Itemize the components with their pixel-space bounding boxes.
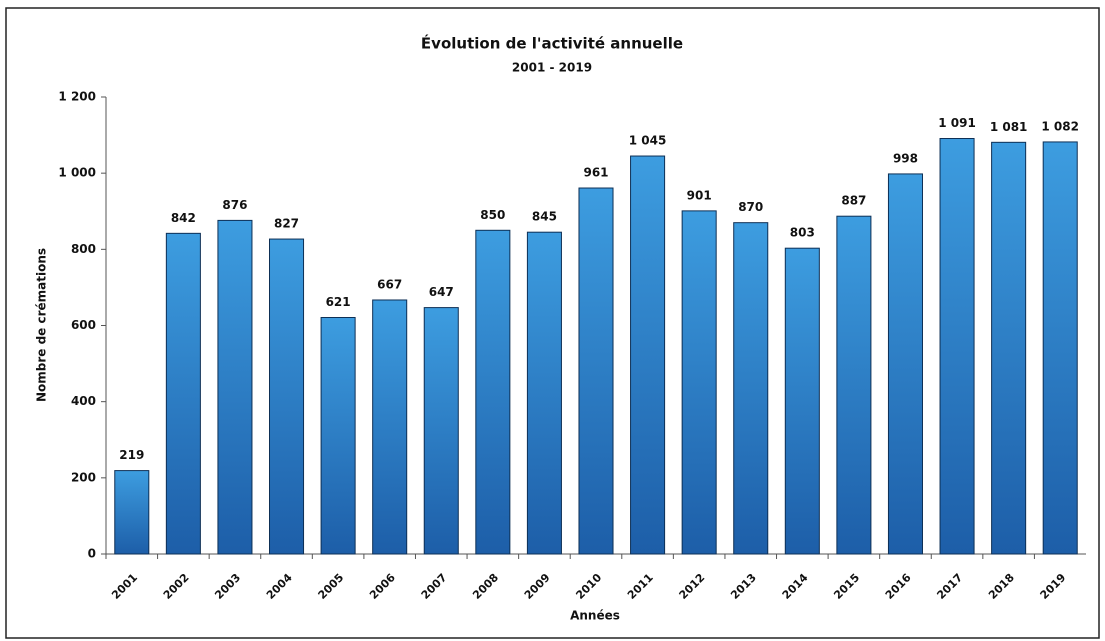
value-label: 998 — [893, 151, 918, 165]
bar — [114, 470, 150, 555]
bar — [887, 173, 923, 555]
x-tick-label: 2015 — [831, 571, 862, 602]
bar — [991, 141, 1027, 555]
bar — [165, 232, 201, 555]
x-tick-label: 2016 — [883, 571, 914, 602]
value-label: 842 — [171, 211, 196, 225]
value-label: 901 — [687, 188, 712, 202]
y-tick-label: 0 — [88, 547, 96, 561]
chart-subtitle: 2001 - 2019 — [512, 61, 592, 75]
y-tick-label: 600 — [71, 318, 96, 332]
x-tick-label: 2001 — [109, 571, 140, 602]
y-axis-label: Nombre de crémations — [35, 248, 49, 402]
y-tick-label: 1 000 — [58, 166, 96, 180]
value-label: 1 091 — [938, 116, 976, 130]
bar — [269, 238, 305, 555]
bar — [836, 215, 872, 555]
value-label: 621 — [326, 295, 351, 309]
bar — [320, 317, 356, 555]
x-tick-label: 2004 — [264, 571, 295, 602]
x-tick-label: 2007 — [419, 571, 450, 602]
x-tick-label: 2018 — [986, 571, 1017, 602]
value-label: 845 — [532, 210, 557, 224]
bar — [475, 229, 511, 555]
bar — [784, 247, 820, 555]
x-tick-label: 2014 — [780, 571, 811, 602]
bar — [372, 299, 408, 555]
value-label: 850 — [480, 208, 505, 222]
value-label: 827 — [274, 217, 299, 231]
x-tick-label: 2012 — [677, 571, 708, 602]
value-label: 803 — [790, 226, 815, 240]
x-tick-label: 2010 — [573, 571, 604, 602]
x-axis-label: Années — [570, 609, 620, 623]
x-tick-label: 2017 — [934, 571, 965, 602]
value-label: 1 081 — [990, 120, 1028, 134]
x-tick-label: 2002 — [161, 571, 192, 602]
value-label: 667 — [377, 277, 402, 291]
value-label: 876 — [222, 198, 247, 212]
x-tick-label: 2009 — [522, 571, 553, 602]
x-tick-label: 2003 — [212, 571, 243, 602]
bar — [733, 222, 769, 555]
bar — [578, 187, 614, 555]
x-tick-label: 2006 — [367, 571, 398, 602]
y-tick-label: 200 — [71, 470, 96, 484]
chart-title: Évolution de l'activité annuelle — [421, 34, 683, 53]
bar — [939, 138, 975, 555]
bar — [681, 210, 717, 555]
bar — [1042, 141, 1078, 555]
frame — [5, 7, 1100, 639]
value-label: 1 082 — [1041, 119, 1079, 133]
value-label: 870 — [738, 200, 763, 214]
bar — [423, 307, 459, 555]
bar — [217, 219, 253, 555]
value-label: 887 — [841, 194, 866, 208]
x-tick-label: 2011 — [625, 571, 656, 602]
value-label: 961 — [583, 166, 608, 180]
x-tick-label: 2019 — [1038, 571, 1069, 602]
x-tick-label: 2005 — [316, 571, 347, 602]
bar — [630, 155, 666, 555]
y-tick-label: 800 — [71, 242, 96, 256]
x-tick-label: 2008 — [470, 571, 501, 602]
value-label: 219 — [119, 448, 144, 462]
value-label: 647 — [429, 285, 454, 299]
value-label: 1 045 — [629, 134, 667, 148]
bar — [526, 231, 562, 555]
y-tick-label: 1 200 — [58, 90, 96, 104]
x-tick-label: 2013 — [728, 571, 759, 602]
y-tick-label: 400 — [71, 394, 96, 408]
